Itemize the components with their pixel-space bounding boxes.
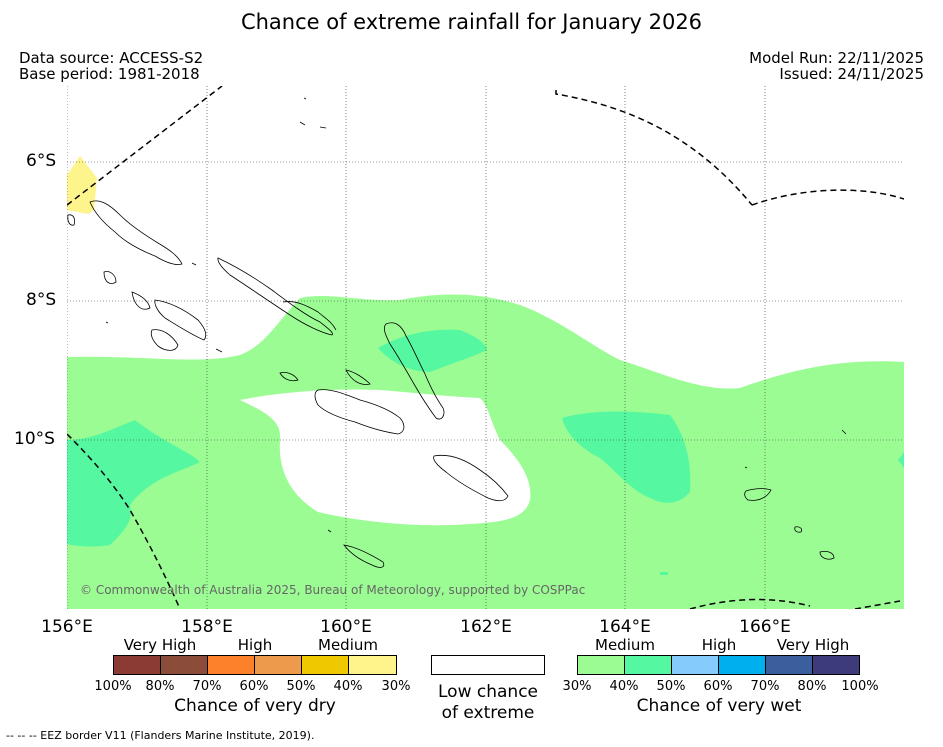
- wet-swatch-4: [718, 655, 766, 675]
- wet-pct-label: 30%: [562, 679, 592, 694]
- island-small-4: [303, 97, 307, 100]
- neutral-caption-line1: Low chance: [438, 682, 538, 702]
- wet-swatch-1: [577, 655, 625, 675]
- data-source: Data source: ACCESS-S2: [19, 49, 204, 67]
- wet-pct-label: 60%: [703, 679, 733, 694]
- dry-caption: Chance of very dry: [174, 696, 336, 716]
- source-info: Data source: ACCESS-S2 Base period: 1981…: [19, 50, 203, 82]
- dry-header-high: High: [237, 636, 273, 654]
- run-info: Model Run: 22/11/2025 Issued: 24/11/2025: [749, 50, 924, 82]
- lon-label-158e: 158°E: [181, 617, 233, 637]
- high-wet-patch-central: [378, 329, 487, 372]
- wet-swatch-6: [812, 655, 860, 675]
- high-wet-patch-west: [67, 420, 200, 547]
- island-small-2: [841, 429, 847, 435]
- dry-swatch-3: [207, 655, 255, 675]
- wet-header-very-high: Very High: [776, 636, 850, 654]
- dry-swatch-2: [160, 655, 208, 675]
- island-russell: [279, 372, 299, 382]
- island-makira: [433, 454, 509, 502]
- island-rendova: [150, 329, 179, 351]
- island-vanikoro: [819, 550, 835, 560]
- high-wet-patch-edge: [898, 452, 904, 468]
- island-small-7: [215, 348, 223, 353]
- wet-pct-label: 70%: [750, 679, 780, 694]
- wet-pct-label: 50%: [656, 679, 686, 694]
- island-santa-cruz: [744, 488, 772, 501]
- neutral-swatch: [431, 655, 545, 675]
- dry-pct-label: 30%: [381, 679, 411, 694]
- copyright-notice: © Commonwealth of Australia 2025, Bureau…: [80, 583, 586, 597]
- island-nggela: [345, 369, 371, 385]
- model-run: Model Run: 22/11/2025: [749, 49, 924, 67]
- neutral-caption: Low chance of extreme: [421, 682, 555, 724]
- wet-header-medium: Medium: [595, 636, 655, 654]
- island-small-8: [327, 529, 332, 533]
- low-chance-region: [240, 389, 531, 526]
- island-rennell: [343, 544, 385, 568]
- eez-borders: [67, 86, 904, 609]
- island-shortland: [67, 214, 76, 226]
- lon-label-166e: 166°E: [739, 617, 791, 637]
- island-new-georgia-2: [154, 299, 207, 341]
- island-utupua: [794, 526, 803, 533]
- dry-header-medium: Medium: [318, 636, 378, 654]
- map-title: Chance of extreme rainfall for January 2…: [240, 10, 703, 34]
- wet-swatch-3: [671, 655, 719, 675]
- dry-swatch-1: [113, 655, 161, 675]
- medium-dry-patch: [67, 156, 97, 214]
- dry-pct-label: 100%: [94, 679, 132, 694]
- neutral-caption-line2: of extreme: [441, 703, 535, 723]
- wet-caption: Chance of very wet: [636, 696, 802, 716]
- base-period: Base period: 1981-2018: [19, 65, 200, 83]
- eez-footnote: -- -- -- EEZ border V11 (Flanders Marine…: [6, 729, 315, 742]
- island-new-georgia: [131, 291, 151, 310]
- dry-pct-label: 40%: [333, 679, 363, 694]
- wet-header-high: High: [701, 636, 737, 654]
- wet-swatch-2: [624, 655, 672, 675]
- wet-swatch-5: [765, 655, 813, 675]
- island-small-5: [191, 262, 197, 266]
- dry-swatch-4: [254, 655, 302, 675]
- graticule: [67, 86, 904, 609]
- dry-pct-label: 80%: [145, 679, 175, 694]
- dry-pct-label: 70%: [192, 679, 222, 694]
- lon-label-156e: 156°E: [41, 617, 93, 637]
- dry-header-very-high: Very High: [123, 636, 197, 654]
- island-bougainville: [89, 200, 183, 265]
- island-small-6: [105, 321, 109, 324]
- lat-label-8s: 8°S: [26, 290, 57, 310]
- lon-label-164e: 164°E: [599, 617, 651, 637]
- island-choiseul: [217, 257, 333, 336]
- issued-date: Issued: 24/11/2025: [779, 65, 924, 83]
- wet-pct-label: 40%: [609, 679, 639, 694]
- island-small-1: [744, 466, 748, 469]
- islands: [67, 97, 847, 568]
- island-small-3: [299, 121, 327, 129]
- lat-label-6s: 6°S: [26, 151, 57, 171]
- high-wet-patch-small: [660, 572, 668, 575]
- dry-pct-label: 60%: [239, 679, 269, 694]
- dry-swatch-5: [301, 655, 349, 675]
- high-wet-patch-east: [562, 411, 691, 503]
- dry-pct-label: 50%: [286, 679, 316, 694]
- wet-pct-label: 100%: [841, 679, 879, 694]
- island-guadalcanal: [314, 389, 405, 435]
- lon-label-162e: 162°E: [460, 617, 512, 637]
- dry-swatch-6: [348, 655, 397, 675]
- wet-pct-label: 80%: [797, 679, 827, 694]
- lon-label-160e: 160°E: [320, 617, 372, 637]
- lat-label-10s: 10°S: [14, 429, 55, 449]
- island-santa-isabel: [282, 301, 337, 331]
- island-vella: [103, 271, 117, 284]
- island-malaita: [383, 322, 445, 420]
